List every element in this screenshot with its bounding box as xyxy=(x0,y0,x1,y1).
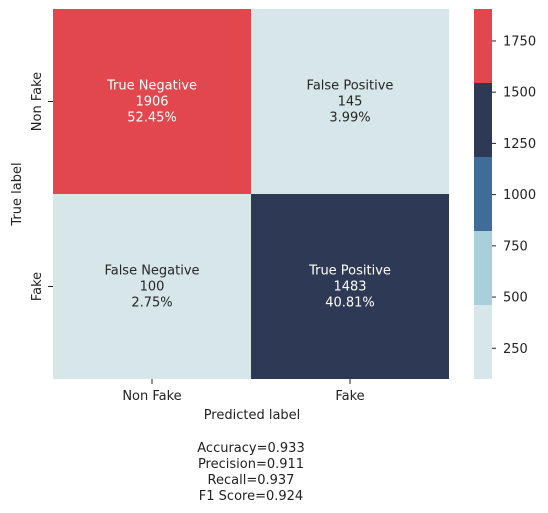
heatmap-cell xyxy=(53,194,251,379)
cell-percent-label: 52.45% xyxy=(127,111,177,126)
metric-annotation: Accuracy=0.933 xyxy=(197,441,304,456)
colorbar-tick-label: 750 xyxy=(503,239,528,254)
colorbar-tick-label: 1500 xyxy=(503,86,536,101)
cell-category-label: False Positive xyxy=(307,79,394,94)
colorbar-band xyxy=(474,231,492,305)
colorbar: 250 500 750 1000 1250 1500 1750 xyxy=(474,9,536,379)
colorbar-band xyxy=(474,83,492,157)
cell-count-label: 145 xyxy=(338,95,363,110)
colorbar-tick-label: 1750 xyxy=(503,34,536,49)
colorbar-tick-label: 1000 xyxy=(503,188,536,203)
heatmap-cell xyxy=(251,194,449,379)
cell-category-label: True Negative xyxy=(106,79,197,94)
metric-annotation: Recall=0.937 xyxy=(208,473,295,488)
colorbar-tick-label: 250 xyxy=(503,342,528,357)
y-axis-title: True label xyxy=(10,162,25,226)
x-axis-title: Predicted label xyxy=(204,408,301,423)
colorbar-band xyxy=(474,305,492,379)
cell-percent-label: 3.99% xyxy=(329,111,370,126)
cell-count-label: 1483 xyxy=(333,280,366,295)
heatmap-cell xyxy=(53,9,251,194)
colorbar-tick-label: 1250 xyxy=(503,137,536,152)
cell-count-label: 100 xyxy=(140,280,165,295)
x-tick-label: Fake xyxy=(335,389,364,404)
y-tick-label: Fake xyxy=(30,272,45,301)
cell-percent-label: 40.81% xyxy=(325,296,375,311)
cell-category-label: True Positive xyxy=(308,264,391,279)
x-tick-label: Non Fake xyxy=(122,389,181,404)
heatmap-cells xyxy=(53,9,449,379)
y-tick-label: Non Fake xyxy=(30,72,45,131)
metrics-annotations: Accuracy=0.933Precision=0.911Recall=0.93… xyxy=(197,441,304,504)
y-axis: Non Fake Fake xyxy=(30,72,53,301)
colorbar-band xyxy=(474,157,492,231)
x-axis: Non Fake Fake xyxy=(122,379,365,404)
cell-category-label: False Negative xyxy=(104,264,199,279)
metric-annotation: Precision=0.911 xyxy=(198,457,304,472)
metric-annotation: F1 Score=0.924 xyxy=(199,489,303,504)
colorbar-band xyxy=(474,9,492,83)
cell-percent-label: 2.75% xyxy=(131,296,172,311)
colorbar-tick-label: 500 xyxy=(503,291,528,306)
cell-count-label: 1906 xyxy=(135,95,168,110)
heatmap-cell xyxy=(251,9,449,194)
